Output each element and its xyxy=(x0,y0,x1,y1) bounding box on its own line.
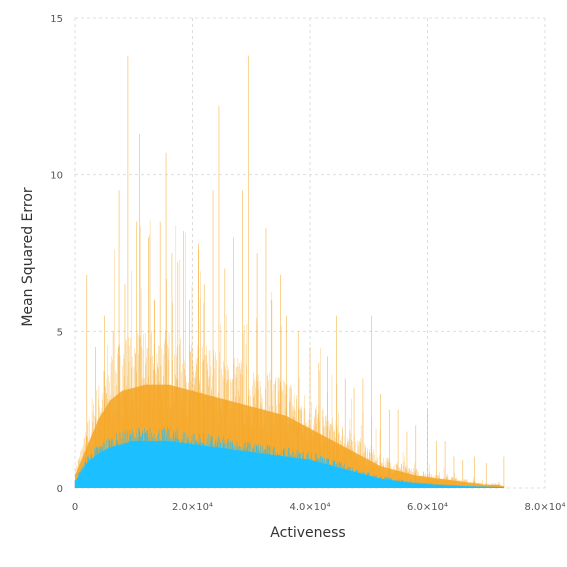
y-axis-label: Mean Squared Error xyxy=(20,187,36,327)
plot-area xyxy=(74,55,505,488)
y-tick-label: 10 xyxy=(50,171,63,182)
series-orange xyxy=(74,55,505,488)
x-tick-label: 6.0×10⁴ xyxy=(407,502,448,513)
tick-labels: 0 2.0×10⁴ 4.0×10⁴ 6.0×10⁴ 8.0×10⁴ 0 5 10 15 xyxy=(50,14,565,513)
y-tick-label: 0 xyxy=(57,484,63,495)
x-tick-label: 2.0×10⁴ xyxy=(172,502,213,513)
x-tick-label: 8.0×10⁴ xyxy=(524,502,565,513)
series-blue xyxy=(74,427,504,488)
y-tick-label: 5 xyxy=(57,327,63,338)
x-axis-label: Activeness xyxy=(270,525,345,541)
y-tick-label: 15 xyxy=(50,14,63,25)
x-tick-label: 0 xyxy=(72,502,78,513)
x-tick-label: 4.0×10⁴ xyxy=(289,502,330,513)
